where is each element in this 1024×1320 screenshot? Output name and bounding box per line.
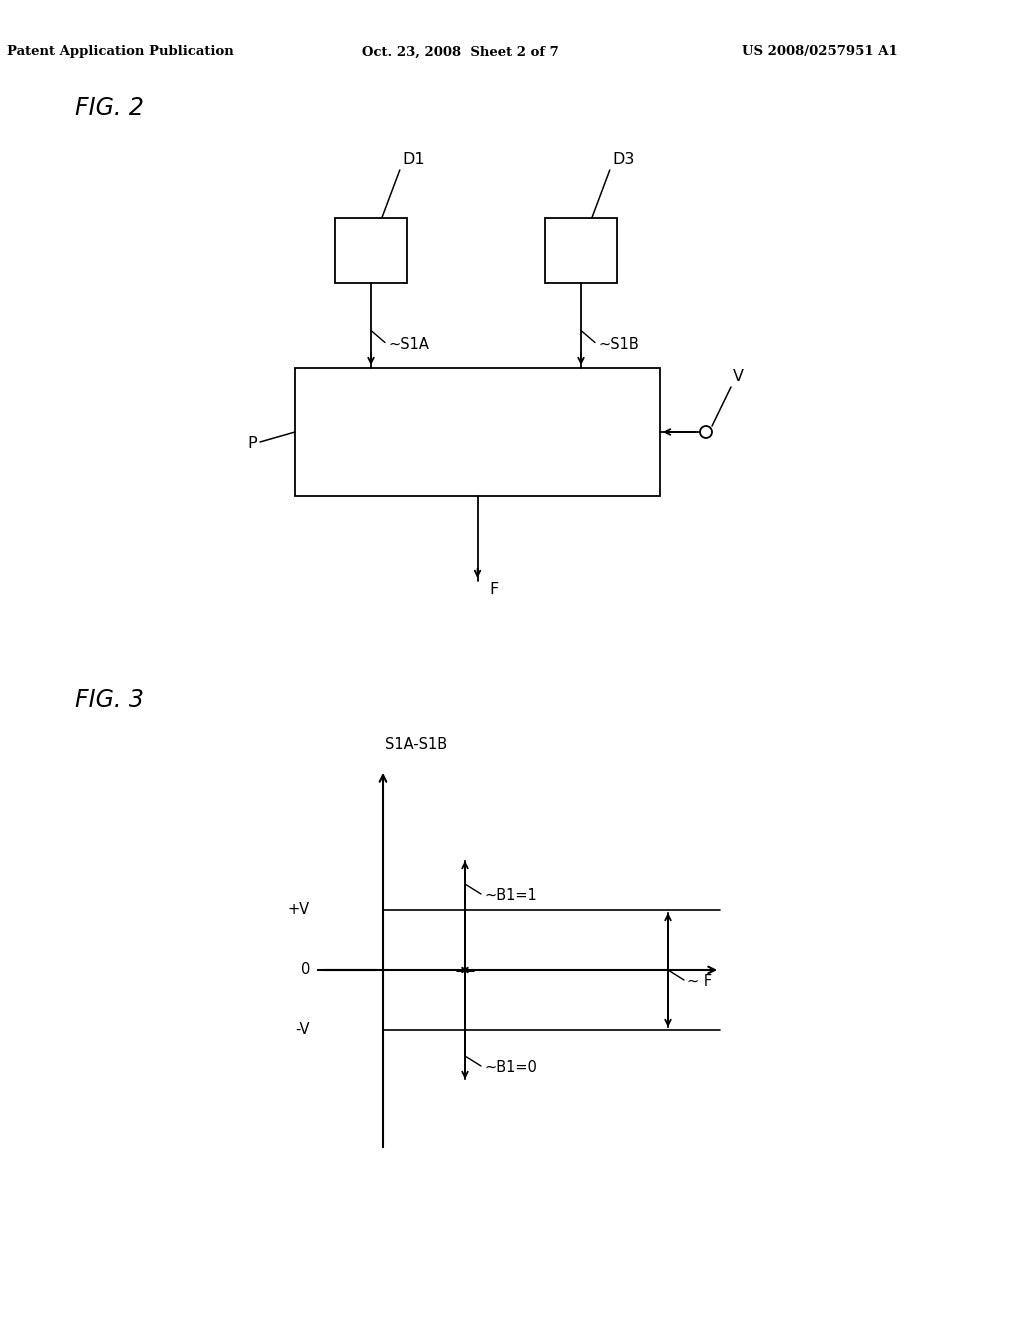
Text: +V: +V xyxy=(288,903,310,917)
Bar xyxy=(295,368,660,496)
Bar xyxy=(335,218,407,282)
Bar xyxy=(545,218,617,282)
Text: -V: -V xyxy=(296,1023,310,1038)
Text: ~B1=0: ~B1=0 xyxy=(484,1060,537,1076)
Text: D1: D1 xyxy=(402,152,425,168)
Text: D3: D3 xyxy=(612,152,635,168)
Text: P: P xyxy=(248,437,257,451)
Text: US 2008/0257951 A1: US 2008/0257951 A1 xyxy=(742,45,898,58)
Text: F: F xyxy=(489,582,499,597)
Text: V: V xyxy=(733,370,744,384)
Text: Oct. 23, 2008  Sheet 2 of 7: Oct. 23, 2008 Sheet 2 of 7 xyxy=(361,45,558,58)
Text: FIG. 2: FIG. 2 xyxy=(75,96,144,120)
Text: ~ F: ~ F xyxy=(687,974,712,990)
Text: FIG. 3: FIG. 3 xyxy=(75,688,144,711)
Text: ~S1B: ~S1B xyxy=(598,337,639,352)
Text: Patent Application Publication: Patent Application Publication xyxy=(6,45,233,58)
Text: ~B1=1: ~B1=1 xyxy=(484,888,537,903)
Text: S1A-S1B: S1A-S1B xyxy=(385,737,447,752)
Text: ~S1A: ~S1A xyxy=(388,337,429,352)
Text: 0: 0 xyxy=(301,962,310,978)
